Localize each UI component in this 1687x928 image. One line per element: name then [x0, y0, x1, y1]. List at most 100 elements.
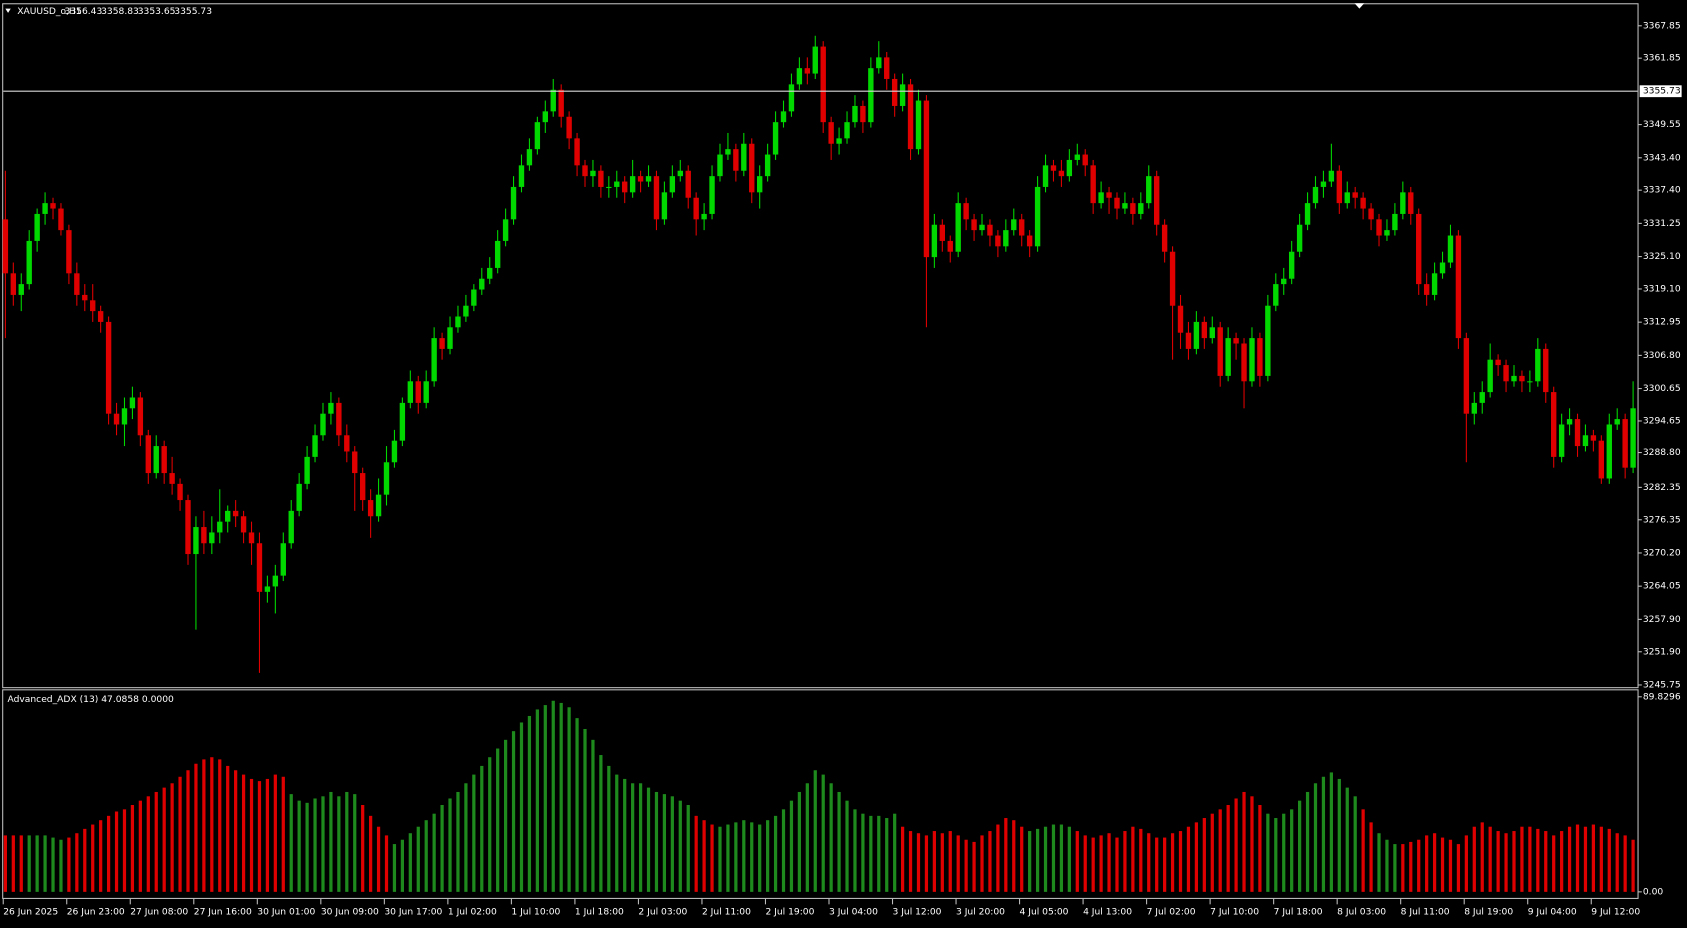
candle-body — [1471, 402, 1477, 414]
candle-body — [637, 176, 644, 182]
adx-bar — [527, 715, 532, 892]
candle-body — [1622, 419, 1628, 468]
adx-bar — [1059, 824, 1064, 892]
adx-bar — [59, 839, 63, 892]
candle-body — [1535, 348, 1541, 382]
candle-body — [709, 176, 715, 214]
adx-bar — [1329, 772, 1333, 892]
adx-bar — [1178, 831, 1183, 892]
adx-bar — [893, 813, 897, 892]
adx-bar — [99, 820, 103, 892]
candle-body — [1376, 219, 1382, 236]
candle-body — [1138, 203, 1144, 214]
candle-body — [320, 413, 326, 436]
candle-body — [1241, 343, 1247, 382]
candle-body — [439, 338, 445, 349]
candle-body — [1511, 375, 1517, 382]
candle-body — [891, 78, 898, 106]
adx-bar — [1043, 826, 1048, 892]
adx-bar — [170, 783, 174, 892]
candle-body — [26, 240, 32, 285]
adx-bar — [734, 822, 738, 892]
candle-body — [74, 273, 80, 295]
candle-body — [1495, 359, 1501, 366]
adx-bar — [186, 770, 190, 892]
candle-body — [693, 197, 699, 220]
candle-body — [201, 527, 207, 544]
adx-bar — [1583, 826, 1588, 892]
candle-body — [375, 494, 382, 517]
candle-body — [50, 203, 56, 209]
adx-bar — [662, 794, 667, 892]
adx-bar — [980, 835, 984, 892]
candle-body — [1082, 154, 1088, 166]
adx-bar — [1051, 824, 1056, 892]
adx-bar — [448, 798, 452, 892]
x-tick-label: 8 Jul 03:00 — [1337, 907, 1386, 917]
candle-body — [1590, 435, 1597, 441]
x-tick-label: 1 Jul 18:00 — [575, 907, 624, 917]
adx-bar — [1425, 835, 1429, 892]
adx-bar — [241, 774, 246, 892]
candle-body — [288, 510, 294, 544]
candle-body — [1050, 165, 1057, 171]
candle-body — [741, 143, 747, 171]
x-tick-label: 26 Jun 2025 — [3, 907, 58, 917]
adx-bar — [1440, 837, 1445, 892]
adx-bar — [257, 781, 262, 892]
candle-body — [995, 235, 1001, 247]
adx-bar — [1560, 831, 1564, 892]
adx-bar — [226, 765, 230, 892]
adx-bar — [567, 707, 571, 892]
x-tick-label: 27 Jun 08:00 — [130, 907, 188, 917]
candle-body — [1042, 165, 1049, 187]
adx-bar — [631, 783, 635, 892]
x-tick-label: 4 Jul 05:00 — [1020, 907, 1069, 917]
adx-bar — [337, 796, 341, 892]
symbol-menu-arrow[interactable] — [5, 8, 11, 13]
candle-body — [1582, 435, 1589, 447]
adx-bar — [43, 835, 47, 892]
adx-bar — [1155, 837, 1159, 892]
y-tick-label: 3367.85 — [1643, 21, 1681, 31]
adx-bar — [1139, 828, 1143, 892]
adx-bar — [789, 800, 794, 892]
adx-bar — [1313, 783, 1318, 892]
candle-body — [899, 84, 906, 106]
candle-body — [884, 57, 890, 79]
adx-bar — [742, 820, 746, 892]
candle-body — [653, 176, 660, 220]
candle-body — [677, 170, 683, 177]
candle-body — [121, 408, 128, 425]
adx-bar — [710, 824, 714, 892]
adx-bar — [1615, 833, 1619, 892]
candle-body — [209, 532, 215, 544]
candle-body — [1558, 424, 1565, 457]
candle-body — [407, 381, 414, 403]
candle-body — [487, 267, 493, 279]
y-tick-label: 3294.65 — [1643, 416, 1681, 426]
adx-bar — [1552, 835, 1556, 892]
adx-bar — [1599, 826, 1603, 892]
candle-body — [907, 84, 914, 150]
header-price: 3355.73 — [174, 7, 212, 17]
candle-body — [471, 289, 477, 306]
adx-bar — [321, 796, 325, 892]
candle-body — [836, 138, 842, 144]
candle-body — [82, 294, 88, 301]
y-tick-label: 3245.75 — [1643, 680, 1681, 690]
y-tick-label: 89.8296 — [1643, 692, 1681, 702]
candle-body — [1209, 327, 1215, 339]
adx-bar — [1337, 778, 1341, 892]
x-tick-label: 30 Jun 09:00 — [321, 907, 379, 917]
adx-bar — [932, 831, 936, 892]
candle-body — [606, 186, 612, 189]
candle-body — [1265, 305, 1271, 376]
adx-bar — [384, 835, 389, 892]
adx-bar — [1298, 800, 1302, 892]
candle-body — [1439, 262, 1446, 274]
candle-body — [113, 413, 120, 425]
adx-bar — [392, 844, 397, 892]
candle-body — [1130, 203, 1136, 214]
adx-bar — [27, 835, 31, 892]
